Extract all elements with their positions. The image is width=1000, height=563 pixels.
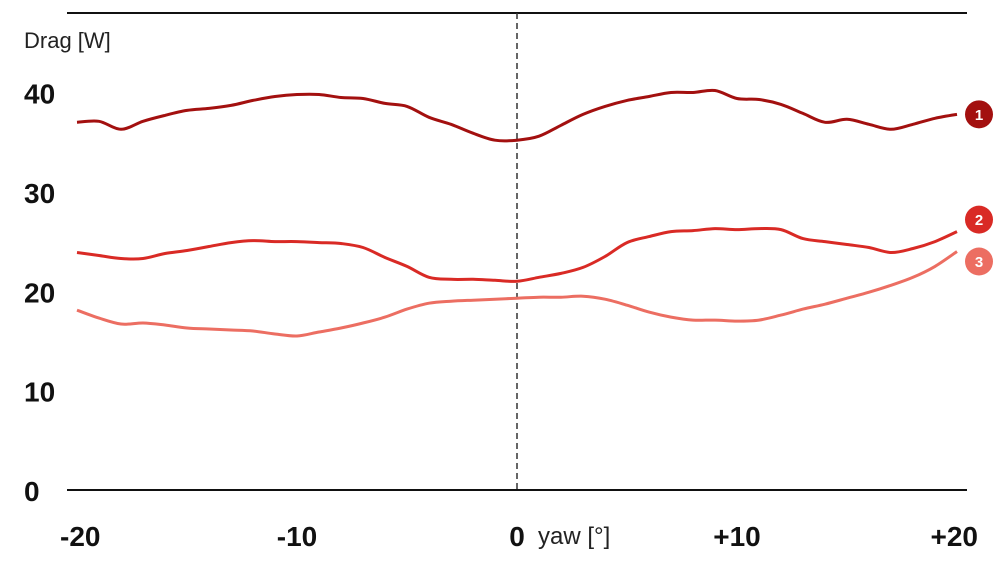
y-tick-label: 20: [24, 277, 55, 308]
series-badge-3: [965, 247, 993, 276]
y-tick-label: 30: [24, 178, 55, 209]
series-badge-2: [965, 205, 993, 234]
series-badge-label: 1: [975, 107, 983, 124]
y-tick-labels: 0 10 20 30 40: [24, 79, 55, 508]
series-badges: 1 2 3: [965, 100, 993, 276]
series-badge-1: [965, 100, 993, 129]
series-line-1: [76, 88, 958, 143]
series-badge-label: 3: [975, 254, 983, 271]
y-tick-label: 0: [24, 476, 40, 507]
series-lines: [76, 88, 958, 338]
x-tick-label: -10: [277, 521, 317, 552]
series-line-3: [76, 250, 958, 338]
series-line-2: [76, 226, 958, 283]
y-tick-label: 10: [24, 377, 55, 408]
series-badge-label: 2: [975, 212, 983, 229]
y-axis-label: Drag [W]: [24, 28, 111, 53]
x-tick-label: +10: [713, 521, 761, 552]
x-tick-labels: -20 -10 0 +10 +20: [60, 521, 978, 552]
x-tick-label: -20: [60, 521, 100, 552]
x-tick-label: 0: [509, 521, 525, 552]
x-axis-label: yaw [°]: [538, 523, 610, 550]
y-tick-label: 40: [24, 79, 55, 110]
x-tick-label: +20: [931, 521, 979, 552]
